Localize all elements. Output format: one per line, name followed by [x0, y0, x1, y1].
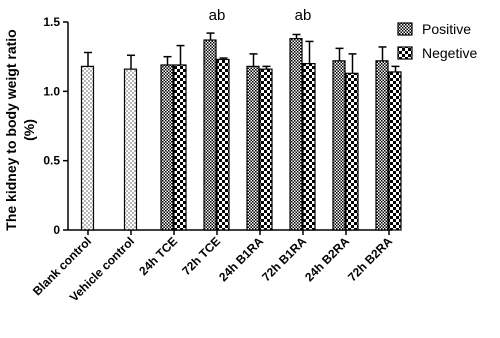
- legend-label: Negetive: [422, 45, 477, 61]
- y-tick-label: 1.5: [43, 15, 60, 29]
- x-tick-label: 72h TCE: [179, 234, 223, 278]
- bar: [259, 68, 273, 231]
- error-bar: [249, 53, 258, 67]
- legend-swatch: [397, 46, 413, 60]
- annotation: ab: [295, 7, 312, 24]
- error-bar: [378, 46, 387, 61]
- bar: [123, 68, 138, 231]
- error-bar: [292, 33, 301, 39]
- x-tick-label: 72h B1RA: [259, 234, 309, 284]
- bar: [289, 38, 303, 231]
- error-bar: [335, 47, 344, 61]
- y-axis-label: (%): [21, 119, 37, 141]
- error-bar: [305, 40, 314, 64]
- bar: [375, 60, 389, 231]
- x-tick-label: 24h TCE: [136, 234, 180, 278]
- y-tick-label: 0.5: [43, 154, 60, 168]
- bar: [173, 64, 187, 231]
- error-bar: [127, 54, 135, 70]
- error-bar: [206, 32, 215, 41]
- error-bar: [219, 57, 228, 60]
- legend-swatch: [397, 22, 413, 36]
- bar: [80, 65, 95, 231]
- error-bar: [176, 44, 185, 65]
- x-tick-label: 72h B2RA: [345, 234, 395, 284]
- error-bar: [348, 53, 357, 74]
- bar: [246, 65, 260, 231]
- error-bar: [262, 65, 271, 70]
- x-tick-label: 24h B2RA: [302, 234, 352, 284]
- bar: [332, 60, 346, 231]
- bar: [160, 64, 174, 231]
- bar: [388, 71, 402, 231]
- error-bar: [84, 51, 92, 67]
- error-bar: [163, 55, 172, 65]
- y-tick-label: 0: [53, 223, 60, 237]
- error-bar: [391, 65, 400, 72]
- annotation: ab: [209, 7, 226, 24]
- bar: [216, 58, 230, 231]
- bar: [302, 62, 316, 231]
- bar: [345, 72, 359, 231]
- x-tick-label: 24h B1RA: [216, 234, 266, 284]
- legend-label: Positive: [422, 21, 471, 37]
- bar: [203, 39, 217, 231]
- y-tick-label: 1.0: [43, 84, 60, 98]
- y-axis-label: The kidney to body weigt ratio: [3, 29, 19, 230]
